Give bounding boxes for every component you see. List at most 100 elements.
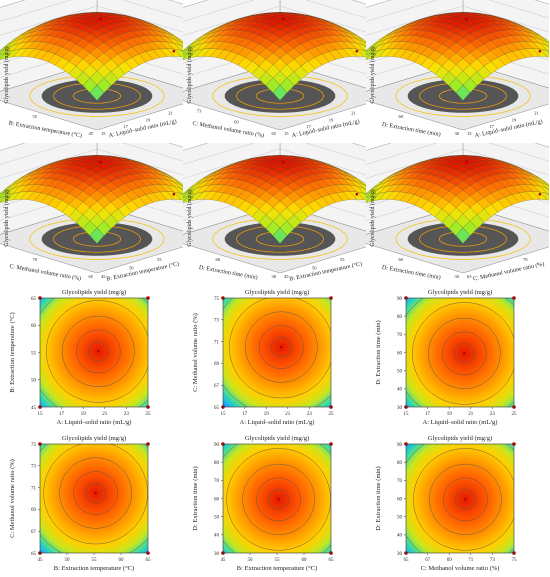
surface-plot-2: 1201401601802002202401517192123256569737… — [183, 0, 366, 139]
x-tick-label: 25 — [512, 412, 518, 417]
floor-contour-ring — [255, 88, 305, 104]
x-tick-label: 15 — [38, 412, 44, 417]
x-tick-label: 67 — [425, 558, 431, 563]
contour-line — [59, 457, 132, 529]
contour-lines — [406, 298, 514, 407]
y-tick-label: 55 — [31, 351, 37, 356]
y-axis-label: D: Extraction time (min) — [381, 264, 441, 281]
surface-facet — [89, 227, 105, 244]
x-axis-label: A: Liquid–solid ratio (mL/g) — [423, 419, 498, 426]
surface-plot-1: 120140160180200220240151719212325455565G… — [0, 0, 183, 140]
z-axis-label: Glycolipids yield (mg/g) — [369, 189, 376, 246]
y-tick-label: 60 — [214, 497, 220, 502]
y-tick-label: 73 — [197, 108, 202, 113]
contour-line — [443, 477, 488, 522]
peak-marker — [98, 17, 102, 21]
surface-plot-3: 120140160180200220240151719212325306090G… — [366, 0, 549, 139]
floor-contour-ring — [255, 231, 305, 247]
y-tick-label: 65 — [214, 406, 220, 411]
z-gridline — [0, 0, 183, 22]
x-tick-label: 69 — [447, 558, 453, 563]
y-tick-label: 55 — [33, 114, 38, 119]
y-tick-label: 69 — [214, 362, 220, 367]
floor-contour-ring — [236, 82, 324, 110]
x-tick-label: 23 — [124, 412, 130, 417]
contour-line — [245, 311, 318, 383]
y-tick-label: 30 — [272, 274, 277, 279]
x-tick-label: 55 — [275, 558, 281, 563]
surface-facet — [183, 52, 190, 60]
y-tick-label: 40 — [397, 534, 403, 539]
chart-title: Glycolipids yield (mg/g) — [245, 435, 309, 442]
contour-line — [43, 444, 148, 545]
x-tick-label: 60 — [302, 558, 308, 563]
design-point — [172, 49, 176, 53]
y-tick-label: 50 — [214, 515, 220, 520]
floor-contour-ring — [438, 231, 488, 247]
z-gridline — [183, 0, 366, 22]
z-axis-label: Glycolipids yield (mg/g) — [369, 46, 376, 103]
contour-plot-5: 45 50 55 60 65 30 40 50 60 70 80 90 Glycolipids yiel… — [192, 435, 334, 572]
y-tick-label: 30 — [455, 274, 460, 279]
optimum-marker — [464, 498, 467, 501]
x-tick-label: 17 — [425, 412, 431, 417]
surface-facet — [0, 52, 7, 60]
contour-fill — [223, 298, 331, 407]
y-axis-label: D: Extraction time (min) — [381, 121, 441, 138]
y-axis-label: D: Extraction time (min) — [375, 466, 382, 530]
x-tick-label: 15 — [221, 412, 227, 417]
contour-lines — [406, 444, 514, 553]
y-tick-label: 65 — [31, 297, 37, 302]
chart-title: Glycolipids yield (mg/g) — [62, 435, 126, 442]
x-tick-label: 21 — [168, 111, 173, 116]
surface-facet — [272, 227, 288, 244]
x-tick-label: 23 — [490, 412, 496, 417]
y-tick-label: 69 — [31, 508, 37, 513]
contour-plot-4: 45 50 55 60 65 65 67 69 71 73 75 Glycolipids yield … — [9, 435, 151, 572]
x-tick-label: 17 — [306, 124, 311, 129]
x-tick-label: 19 — [512, 117, 517, 122]
peak-marker — [281, 17, 285, 21]
z-axis-label: Glycolipids yield (mg/g) — [186, 46, 193, 103]
y-tick-label: 60 — [399, 114, 404, 119]
z-gridline — [0, 0, 183, 8]
x-tick-label: 15 — [404, 412, 410, 417]
y-tick-label: 75 — [214, 297, 220, 302]
x-tick-label: 17 — [489, 124, 494, 129]
x-tick-label: 15 — [467, 131, 472, 136]
floor-contour-ring — [395, 75, 531, 117]
floor-contour-ring — [72, 88, 122, 104]
x-tick-label: 50 — [65, 558, 71, 563]
floor-contour-ring — [236, 225, 324, 253]
x-tick-label: 15 — [101, 131, 106, 136]
x-tick-label: 21 — [285, 412, 291, 417]
contour-line — [259, 325, 304, 369]
x-tick-label: 19 — [81, 412, 87, 417]
y-tick-label: 80 — [397, 461, 403, 466]
y-tick-label: 71 — [214, 340, 220, 345]
contour-line — [85, 483, 106, 504]
design-point — [355, 192, 359, 196]
y-axis-label: C: Methanol volume ratio (%) — [9, 459, 16, 538]
x-tick-label: 73 — [490, 558, 496, 563]
peak-marker — [98, 160, 102, 164]
surface-mesh — [0, 155, 183, 244]
y-tick-label: 70 — [33, 257, 38, 262]
y-tick-label: 67 — [31, 530, 37, 535]
plot-frame — [222, 297, 332, 408]
y-tick-label: 90 — [397, 443, 403, 448]
z-gridline — [183, 148, 366, 179]
contour-plot-2: 15 17 19 21 23 25 65 67 69 71 73 75 Glycolipids yiel… — [192, 289, 334, 426]
y-tick-label: 30 — [397, 406, 403, 411]
x-tick-label: 21 — [468, 412, 474, 417]
y-tick-label: 50 — [397, 515, 403, 520]
contour-lines — [223, 444, 331, 553]
surface-mesh — [0, 12, 183, 101]
x-tick-label: 17 — [59, 412, 65, 417]
y-tick-label: 70 — [214, 479, 220, 484]
z-gridline — [0, 148, 183, 179]
floor-contour-ring — [438, 88, 488, 104]
y-axis-label: B: Extraction temperature (°C) — [8, 120, 82, 140]
surface-facet — [272, 84, 288, 101]
